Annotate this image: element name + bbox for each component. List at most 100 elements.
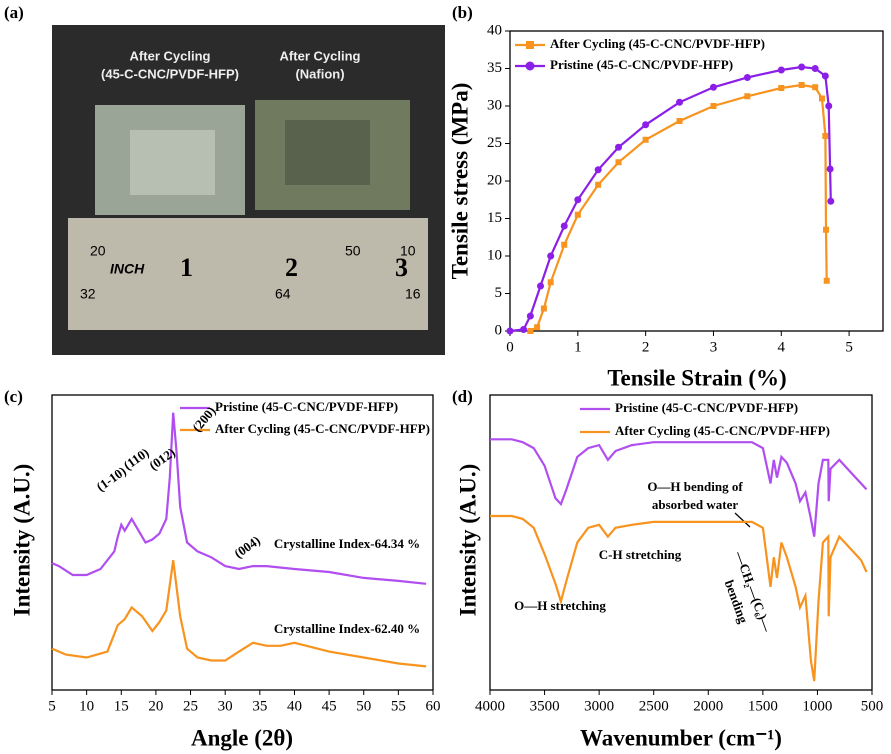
ruler-label: 20 xyxy=(90,243,106,259)
x-tick-label: 1000 xyxy=(802,698,832,714)
legend-label: Pristine (45-C-CNC/PVDF-HFP) xyxy=(615,400,798,415)
point xyxy=(520,326,527,333)
photo-label: After Cycling xyxy=(130,48,211,63)
x-tick-label: 500 xyxy=(861,698,884,714)
photo-label: (Nafion) xyxy=(295,66,344,81)
y-tick-label: 0 xyxy=(495,322,503,338)
y-axis-title: Tensile stress (MPa) xyxy=(447,83,472,280)
point xyxy=(595,166,602,173)
legend-label: After Cycling (45-C-CNC/PVDF-HFP) xyxy=(550,36,765,51)
annotation: (004) xyxy=(231,533,263,561)
y-tick-label: 15 xyxy=(487,210,502,226)
ruler-label: INCH xyxy=(110,261,145,277)
y-tick-label: 35 xyxy=(487,60,502,76)
y-axis-title: Intensity (A.U.) xyxy=(9,464,34,617)
panel-label: (c) xyxy=(4,387,23,406)
point xyxy=(799,82,805,88)
y-axis-title: Intensity (A.U.) xyxy=(455,464,480,617)
point xyxy=(548,279,554,285)
legend-label: After Cycling (45-C-CNC/PVDF-HFP) xyxy=(215,421,430,436)
point xyxy=(561,242,567,248)
point xyxy=(507,328,514,335)
membrane-center xyxy=(130,130,215,195)
legend-marker xyxy=(526,62,535,71)
point xyxy=(744,74,751,81)
point xyxy=(547,253,554,260)
point xyxy=(819,96,825,102)
point xyxy=(778,67,785,74)
x-tick-label: 5 xyxy=(48,698,56,714)
legend-label: Pristine (45-C-CNC/PVDF-HFP) xyxy=(215,399,398,414)
x-tick-label: 1 xyxy=(574,339,582,355)
legend-label: Pristine (45-C-CNC/PVDF-HFP) xyxy=(550,57,733,72)
x-tick-label: 3 xyxy=(710,339,718,355)
x-axis-title: Angle (2θ) xyxy=(191,725,293,750)
x-tick-label: 45 xyxy=(322,698,337,714)
x-tick-label: 20 xyxy=(148,698,163,714)
point xyxy=(823,227,829,233)
y-tick-label: 10 xyxy=(487,247,502,263)
point xyxy=(744,93,750,99)
point xyxy=(822,133,828,139)
point xyxy=(812,65,819,72)
point xyxy=(534,324,540,330)
point xyxy=(527,328,533,334)
annotation: O—H stretching xyxy=(514,598,606,613)
panel-label: (b) xyxy=(452,3,473,22)
x-tick-label: 40 xyxy=(287,698,302,714)
point xyxy=(676,99,683,106)
y-tick-label: 40 xyxy=(487,22,502,38)
membrane-center xyxy=(285,120,370,185)
figure: (a) (b) (c) (d) After Cycling (45-C-CNC/… xyxy=(0,0,891,754)
legend-label: After Cycling (45-C-CNC/PVDF-HFP) xyxy=(615,423,830,438)
point xyxy=(710,103,716,109)
x-tick-label: 5 xyxy=(845,339,853,355)
point xyxy=(643,137,649,143)
point xyxy=(798,64,805,71)
x-tick-label: 35 xyxy=(252,698,267,714)
annotation: Crystalline Index-62.40 % xyxy=(274,621,420,636)
ruler-label: 64 xyxy=(275,286,291,302)
point xyxy=(541,306,547,312)
annotation: O—H bending of xyxy=(647,479,743,494)
annotation: absorbed water xyxy=(652,497,739,512)
point xyxy=(561,223,568,230)
photo-label: After Cycling xyxy=(280,48,361,63)
point xyxy=(595,182,601,188)
series-line xyxy=(52,560,426,666)
point xyxy=(778,85,784,91)
x-tick-label: 0 xyxy=(506,339,514,355)
point xyxy=(824,278,830,284)
annotation: (1-10) xyxy=(94,463,129,494)
ruler-label: 1 xyxy=(180,253,193,282)
x-tick-label: 55 xyxy=(391,698,406,714)
y-tick-label: 5 xyxy=(495,285,503,301)
x-axis-title: Tensile Strain (%) xyxy=(607,365,786,390)
x-tick-label: 10 xyxy=(79,698,94,714)
x-axis-title: Wavenumber (cm⁻¹) xyxy=(580,725,782,750)
x-tick-label: 60 xyxy=(426,698,441,714)
y-tick-label: 25 xyxy=(487,135,502,151)
point xyxy=(642,121,649,128)
x-tick-label: 50 xyxy=(356,698,371,714)
ruler-label: 32 xyxy=(80,286,96,302)
x-tick-label: 2000 xyxy=(693,698,723,714)
y-tick-label: 20 xyxy=(487,172,502,188)
legend-marker xyxy=(526,41,534,49)
x-tick-label: 4000 xyxy=(475,698,505,714)
point xyxy=(710,84,717,91)
x-tick-label: 2500 xyxy=(639,698,669,714)
annotation-arrow xyxy=(735,513,750,527)
x-tick-label: 15 xyxy=(114,698,129,714)
series-line xyxy=(510,67,831,331)
point xyxy=(615,144,622,151)
point xyxy=(827,166,834,173)
x-tick-label: 4 xyxy=(778,339,786,355)
annotation: (012) xyxy=(146,445,178,473)
x-tick-label: 2 xyxy=(642,339,650,355)
point xyxy=(575,212,581,218)
panel-label: (a) xyxy=(4,3,24,22)
annotation: (110) xyxy=(121,445,152,473)
photo: After Cycling (45-C-CNC/PVDF-HFP) After … xyxy=(52,25,445,355)
point xyxy=(527,313,534,320)
